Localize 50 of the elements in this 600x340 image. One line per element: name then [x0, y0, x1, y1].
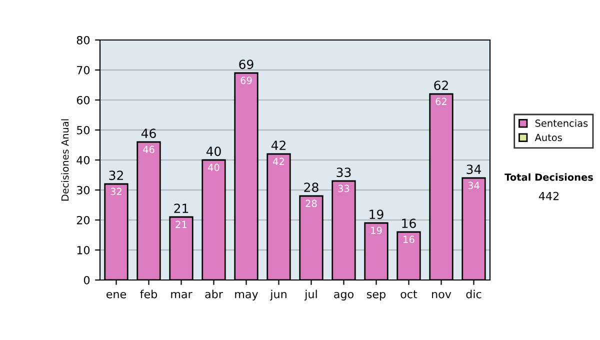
legend-label: Sentencias — [535, 119, 588, 127]
total-label: 69 — [239, 60, 254, 70]
total-label: 28 — [304, 182, 318, 192]
data-label: 42 — [273, 158, 284, 165]
x-tick-label: ene — [106, 292, 126, 298]
x-tick-label: abr — [205, 290, 223, 298]
total-label: 46 — [141, 128, 156, 138]
text: 442 — [538, 192, 558, 200]
total-label: 40 — [206, 146, 221, 156]
data-label: 32 — [110, 188, 122, 196]
total-label: 32 — [109, 170, 123, 180]
x-tick-label: may — [235, 292, 258, 300]
y-tick-label: 20 — [76, 216, 90, 224]
x-tick-label: feb — [140, 290, 158, 298]
data-label: 21 — [176, 220, 187, 228]
data-label: 69 — [240, 76, 252, 84]
x-tick-label: sep — [367, 292, 386, 300]
data-label: 16 — [404, 236, 414, 244]
total-label: 33 — [336, 168, 351, 178]
data-label: 46 — [143, 146, 154, 154]
total-label: 19 — [370, 210, 384, 220]
y-tick-label: 10 — [77, 246, 90, 254]
y-tick-label: 60 — [76, 96, 90, 104]
y-tick-label: 80 — [76, 36, 90, 44]
data-label: 28 — [306, 200, 317, 208]
legend-label: Autos — [534, 134, 562, 142]
y-tick-label: 30 — [76, 186, 90, 194]
x-tick-label: dic — [466, 290, 482, 298]
x-tick-label: mar — [171, 292, 192, 298]
y-tick-label: 0 — [84, 276, 90, 284]
total-label: 62 — [434, 80, 448, 90]
total-label: 16 — [402, 218, 416, 228]
y-tick-label: 50 — [76, 126, 90, 134]
total-label: 42 — [271, 140, 286, 150]
y-tick-label: 70 — [77, 66, 90, 74]
x-tick-label: ago — [334, 292, 354, 300]
y-tick-label: 40 — [76, 156, 90, 164]
x-tick-label: jul — [304, 290, 317, 300]
data-label: 19 — [371, 226, 382, 234]
data-label: 33 — [338, 184, 350, 192]
x-tick-label: nov — [432, 292, 452, 298]
total-label: 21 — [174, 204, 188, 213]
text: Total Decisiones — [504, 173, 593, 181]
data-label: 62 — [436, 98, 446, 106]
data-label: 34 — [468, 182, 480, 190]
x-tick-label: jun — [270, 290, 286, 300]
total-label: 34 — [466, 164, 481, 174]
data-label: 40 — [208, 164, 220, 172]
x-tick-label: oct — [400, 290, 418, 298]
y-axis-title: Decisiones Anual — [61, 119, 69, 201]
